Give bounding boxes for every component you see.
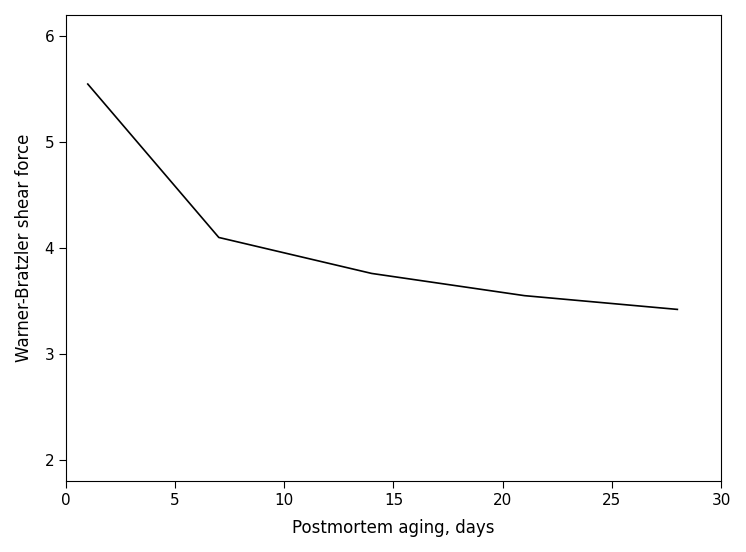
X-axis label: Postmortem aging, days: Postmortem aging, days xyxy=(292,519,495,537)
Y-axis label: Warner-Bratzler shear force: Warner-Bratzler shear force xyxy=(15,134,34,362)
